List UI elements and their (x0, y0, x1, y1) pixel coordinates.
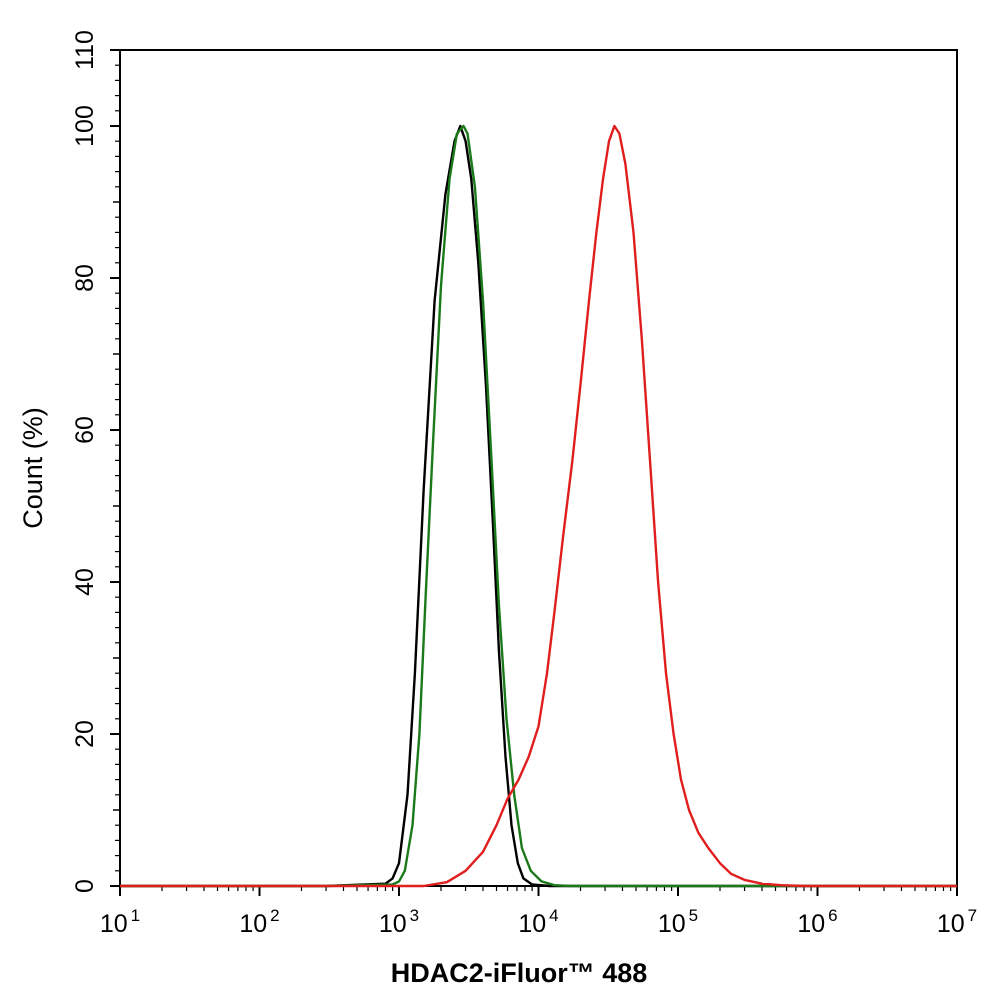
y-tick-label: 80 (71, 264, 99, 292)
y-axis-ticks: 0 20 40 60 80 100 110 (71, 30, 120, 893)
series-line-green (120, 124, 957, 888)
y-tick-label: 40 (71, 568, 99, 596)
x-axis-title: HDAC2-iFluor™ 488 (391, 958, 648, 988)
x-tick-label: 10 5 (658, 906, 698, 938)
y-tick-label: 60 (71, 416, 99, 444)
series-line-black (120, 124, 957, 888)
y-axis-title: Count (%) (18, 407, 48, 529)
x-tick-label: 10 4 (518, 906, 558, 938)
x-tick-label: 10 1 (100, 906, 140, 938)
y-tick-label: 0 (71, 879, 99, 893)
x-tick-label: 10 7 (937, 906, 977, 938)
y-tick-label: 20 (71, 720, 99, 748)
minor-ticks (113, 49, 952, 891)
y-tick-label: 110 (71, 30, 99, 70)
plot-frame (119, 49, 958, 887)
x-axis-ticks: 10 1 10 2 10 3 10 4 10 5 10 6 10 7 (100, 886, 977, 938)
x-tick-label: 10 6 (797, 906, 837, 938)
series-lines (120, 124, 957, 888)
series-line-red (120, 124, 957, 888)
x-tick-label: 10 3 (379, 906, 419, 938)
y-tick-label: 100 (71, 105, 99, 147)
x-tick-label: 10 2 (239, 906, 279, 938)
